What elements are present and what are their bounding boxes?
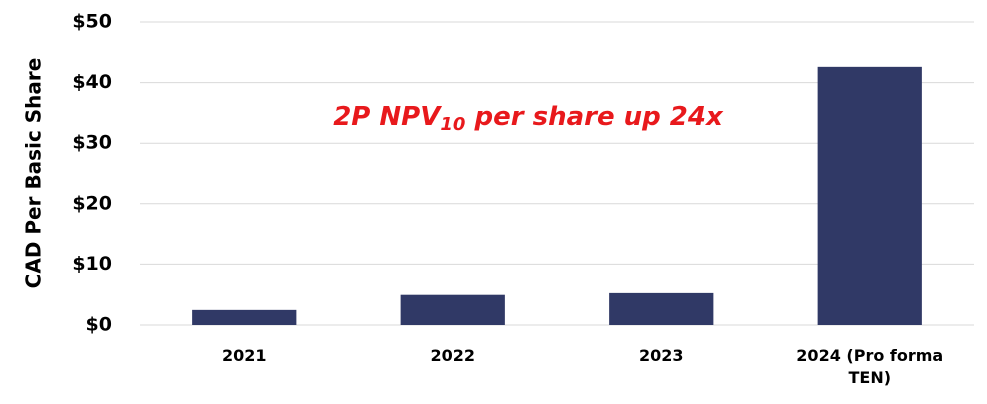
annotation: 2P NPV10 per share up 24x xyxy=(333,102,724,136)
x-tick-label: 2023 xyxy=(638,346,684,365)
annotation-text: per share up 24x xyxy=(465,102,724,132)
bar xyxy=(192,309,297,325)
x-tick-label: 2024 (Pro forma TEN) xyxy=(796,346,944,387)
y-tick-label: $20 xyxy=(72,192,112,214)
y-tick-label: $10 xyxy=(72,253,112,275)
bar xyxy=(609,292,714,325)
annotation-text: 2P NPV xyxy=(333,102,442,132)
x-tick-label: 2021 xyxy=(221,346,267,365)
bar xyxy=(400,294,505,325)
y-tick-label: $30 xyxy=(72,132,112,154)
y-tick-label: $40 xyxy=(72,71,112,93)
y-axis-label: CAD Per Basic Share xyxy=(22,58,46,289)
annotation-subscript: 10 xyxy=(440,114,465,135)
bar xyxy=(817,66,922,326)
y-tick-label: $50 xyxy=(72,11,112,33)
y-tick-label: $0 xyxy=(86,314,112,336)
x-tick-label: 2022 xyxy=(430,346,476,365)
